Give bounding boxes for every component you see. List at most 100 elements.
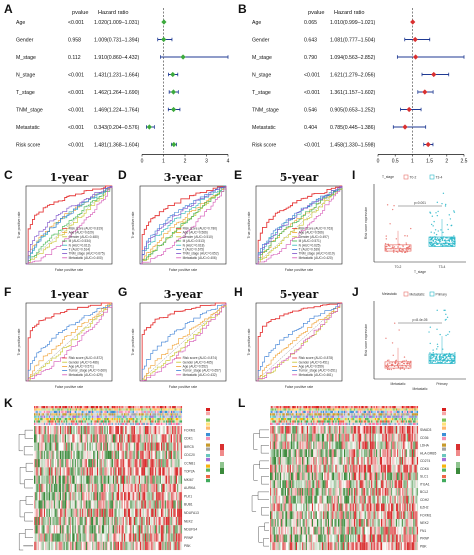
data-point (442, 348, 444, 350)
annotation-cell (309, 415, 311, 418)
heatmap-cell (35, 483, 37, 493)
heatmap-cell (290, 441, 293, 450)
heatmap-cell (56, 483, 58, 493)
annotation-cell (169, 413, 171, 416)
heatmap-cell (78, 459, 80, 468)
annotation-cell (126, 418, 128, 421)
annotation-cell (82, 418, 84, 421)
heatmap-cell (167, 525, 169, 534)
annotation-cell (69, 410, 72, 414)
roc-curve (256, 303, 343, 382)
heatmap-cell (329, 426, 331, 434)
heatmap-cell (131, 434, 133, 443)
heatmap-cell (377, 426, 379, 434)
heatmap-cell (50, 426, 52, 435)
heatmap-cell (45, 467, 47, 476)
annotation-cell (180, 413, 183, 416)
annotation-cell (161, 413, 163, 416)
annotation-cell (282, 418, 284, 421)
annotation-cell (178, 420, 180, 423)
heatmap-cell (56, 525, 58, 534)
annotation-cell (335, 406, 337, 409)
annotation-cell (53, 420, 56, 423)
annotation-cell (133, 410, 136, 414)
annotation-cell (385, 408, 388, 411)
heatmap-cell (116, 500, 118, 509)
heatmap-cell (142, 483, 144, 493)
annotation-cell (71, 413, 73, 416)
heatmap-cell (321, 426, 324, 434)
heatmap-cell (52, 541, 54, 551)
annotation-cell (415, 406, 417, 409)
annotation-cell (82, 415, 84, 418)
heatmap-cell (158, 467, 160, 476)
heatmap-cell (143, 516, 146, 526)
heatmap-cell (158, 508, 160, 517)
heatmap-cell (371, 426, 373, 434)
data-point (440, 243, 443, 246)
heatmap-cell (340, 433, 342, 442)
heatmap-cell (272, 441, 274, 450)
annotation-cell (124, 418, 126, 421)
heatmap-cell (149, 508, 152, 517)
heatmap-cell (125, 541, 127, 551)
heatmap-cell (136, 426, 138, 435)
legend-entry: Gender (AUC=0.480) (69, 235, 99, 239)
annotation-cell (398, 408, 400, 411)
annotation-cell (345, 422, 347, 426)
heatmap-cell (140, 483, 142, 493)
heatmap-cell (106, 442, 109, 451)
annotation-cell (122, 408, 125, 411)
heatmap-cell (170, 516, 173, 526)
heatmap-cell (117, 492, 120, 501)
annotation-cell (346, 413, 348, 416)
annotation-cell (401, 422, 404, 426)
heatmap-cell (140, 508, 142, 517)
annotation-cell (382, 413, 384, 416)
heatmap-cell (178, 426, 180, 435)
y-axis-title: True positive rate (131, 211, 135, 238)
heatmap-cell (145, 508, 147, 517)
heatmap-cell (138, 475, 141, 484)
annotation-cell (104, 418, 106, 421)
heatmap-cell (101, 500, 104, 509)
heatmap-cell (42, 516, 44, 526)
heatmap-cell (142, 442, 144, 451)
annotation-cell (96, 420, 99, 423)
annotation-cell (330, 420, 332, 423)
annotation-cell (106, 413, 109, 416)
annotation-cell (143, 415, 146, 418)
heatmap-cell (83, 533, 85, 542)
heatmap-cell (74, 450, 76, 460)
heatmap-cell (303, 426, 305, 434)
annotation-cell (394, 422, 396, 426)
heatmap-cell (62, 459, 64, 468)
annotation-cell (109, 422, 111, 426)
annotation-cell (350, 406, 352, 409)
heatmap-cell (311, 449, 314, 458)
heatmap-cell (94, 492, 96, 501)
annotation-cell (105, 410, 107, 414)
annotation-cell (271, 422, 273, 426)
heatmap-cell (179, 525, 181, 534)
annotation-cell (162, 410, 164, 414)
data-point (439, 241, 441, 243)
annotation-cell (94, 408, 96, 411)
roc-curve (26, 186, 113, 265)
heatmap-cell (173, 483, 175, 493)
heatmap-cell (53, 442, 56, 451)
annotation-cell (165, 418, 168, 421)
roc-title: 3-year (164, 288, 203, 301)
heatmap-cell (45, 541, 47, 551)
annotation-cell (307, 408, 309, 411)
heatmap-cell (90, 508, 93, 517)
heatmap-cell (281, 441, 283, 450)
heatmap-cell (37, 525, 39, 534)
annotation-cell (106, 410, 109, 414)
annotation-cell (108, 415, 110, 418)
heatmap-cell (178, 483, 180, 493)
annotation-cell (337, 418, 340, 421)
annotation-cell (414, 408, 416, 411)
heatmap-cell (400, 433, 403, 442)
